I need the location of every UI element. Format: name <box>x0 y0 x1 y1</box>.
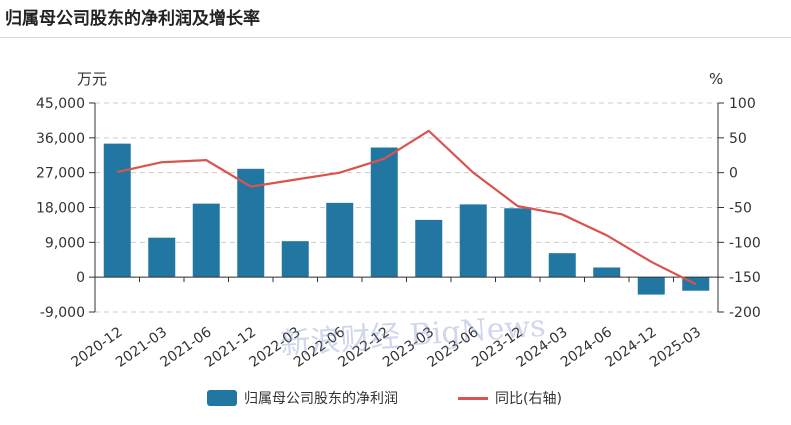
left-tick-label: 45,000 <box>36 96 85 112</box>
bar <box>192 203 220 278</box>
legend-line-swatch <box>458 396 488 400</box>
bar <box>148 237 176 278</box>
legend-bar-swatch <box>207 390 237 406</box>
right-tick-label: 0 <box>729 166 738 182</box>
bar <box>103 143 131 278</box>
right-tick-label: 100 <box>729 96 756 112</box>
right-tick-label: -150 <box>729 270 761 286</box>
chart-title: 归属母公司股东的净利润及增长率 <box>5 9 260 29</box>
legend-item-line[interactable]: 同比(右轴) <box>458 388 562 408</box>
bar <box>593 267 621 278</box>
bar <box>637 277 665 295</box>
right-tick-label: 50 <box>729 131 747 147</box>
legend-line-label: 同比(右轴) <box>495 391 562 407</box>
bar <box>548 253 576 278</box>
right-tick-label: -100 <box>729 235 761 251</box>
right-tick-label: -200 <box>729 305 761 321</box>
left-tick-label: 18,000 <box>36 201 85 217</box>
bar <box>370 147 398 278</box>
left-tick-label: 36,000 <box>36 131 85 147</box>
bar <box>281 241 309 278</box>
growth-rate-line <box>117 129 697 286</box>
bar <box>326 202 354 278</box>
legend-bar-label: 归属母公司股东的净利润 <box>244 391 398 407</box>
title-divider <box>0 37 791 38</box>
bar <box>504 208 532 278</box>
legend-item-bar[interactable]: 归属母公司股东的净利润 <box>207 388 398 408</box>
legend: 归属母公司股东的净利润 同比(右轴) <box>0 388 791 412</box>
left-tick-label: -9,000 <box>40 305 85 321</box>
right-tick-label: -50 <box>729 201 752 217</box>
bar <box>415 219 443 278</box>
left-axis-unit: 万元 <box>77 70 107 88</box>
x-tick-label: 2025-03 <box>647 324 704 371</box>
left-tick-label: 0 <box>76 270 85 286</box>
left-tick-label: 9,000 <box>45 235 85 251</box>
right-axis-unit: % <box>709 70 723 88</box>
bar <box>459 204 487 278</box>
left-tick-label: 27,000 <box>36 166 85 182</box>
